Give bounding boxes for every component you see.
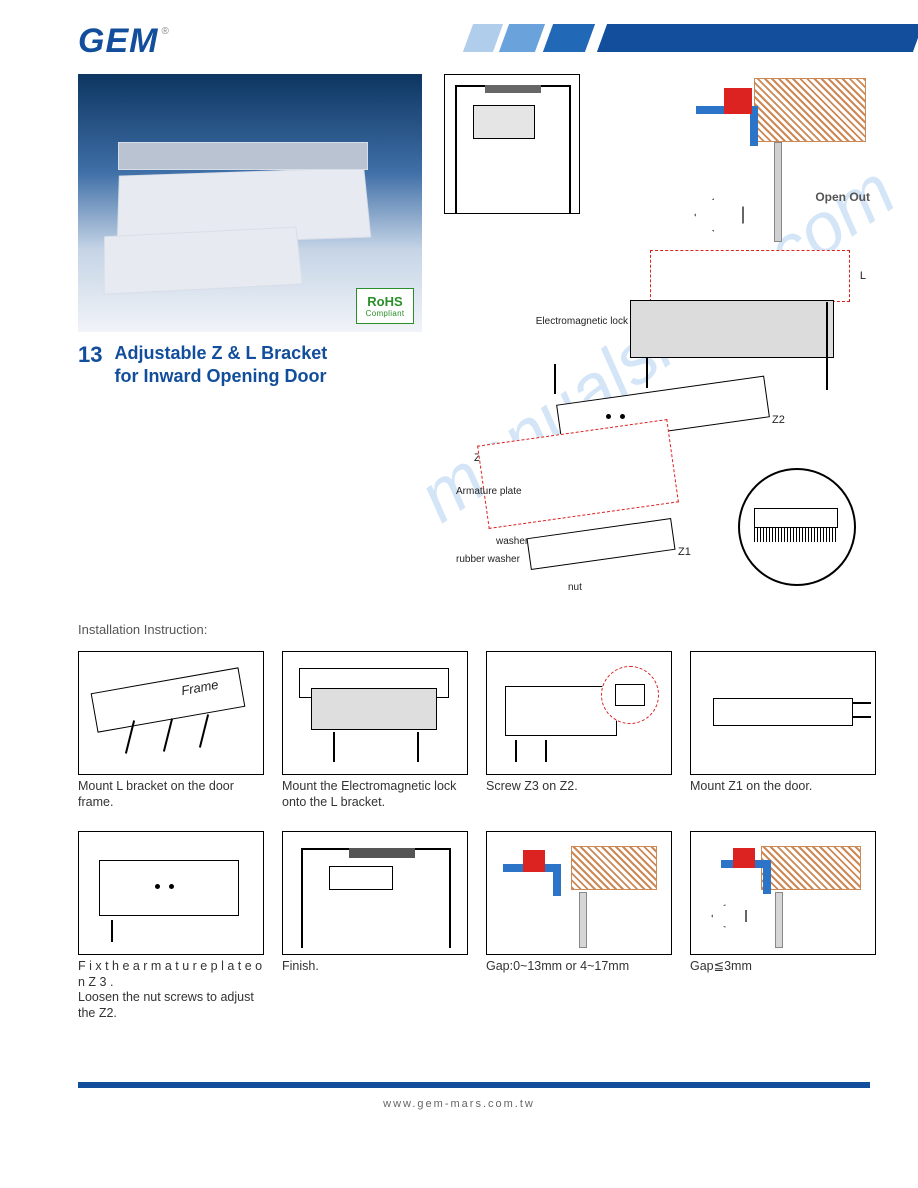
product-photo: RoHS Compliant xyxy=(78,74,422,332)
step-4-diagram xyxy=(690,651,876,775)
page-header: GEM ® xyxy=(0,0,918,68)
title-row: 13 Adjustable Z & L Bracket for Inward O… xyxy=(78,342,422,387)
z1-label: Z1 xyxy=(678,546,691,558)
exploded-diagram: L Electromagnetic lock Z2 Z3 Z1 Armature… xyxy=(450,250,870,610)
rohs-badge: RoHS Compliant xyxy=(356,288,414,324)
step-8-diagram xyxy=(690,831,876,955)
main-diagram-area: manualshive.com Open Out xyxy=(444,74,870,614)
step-6-diagram xyxy=(282,831,468,955)
l-label: L xyxy=(860,270,866,282)
logo: GEM ® xyxy=(78,22,169,61)
nut-label: nut xyxy=(568,582,582,593)
footer-url: www.gem-mars.com.tw xyxy=(0,1098,918,1134)
stripe-3 xyxy=(543,24,595,52)
registered-mark: ® xyxy=(161,26,168,37)
open-arrow-icon xyxy=(694,198,744,232)
stripe-4 xyxy=(597,24,918,52)
step-5-diagram xyxy=(78,831,264,955)
section-title: Adjustable Z & L Bracket for Inward Open… xyxy=(114,342,327,387)
cross-section-diagram: Open Out xyxy=(690,74,870,244)
step-row-1: Frame Mount L bracket on the door frame.… xyxy=(78,651,870,831)
step-5-text: F i x t h e a r m a t u r e p l a t e o … xyxy=(78,959,264,1022)
step-4-text: Mount Z1 on the door. xyxy=(690,779,876,813)
stripe-1 xyxy=(463,24,503,52)
step-3-diagram xyxy=(486,651,672,775)
armature-label: Armature plate xyxy=(456,486,522,497)
step-2-diagram xyxy=(282,651,468,775)
step-3-text: Screw Z3 on Z2. xyxy=(486,779,672,813)
rohs-label-bot: Compliant xyxy=(366,309,405,318)
header-stripes xyxy=(358,24,918,52)
stripe-2 xyxy=(499,24,545,52)
rohs-label-top: RoHS xyxy=(367,294,402,309)
footer-rule xyxy=(78,1082,870,1088)
section-number: 13 xyxy=(78,342,102,368)
open-out-label: Open Out xyxy=(815,190,870,204)
step-8-text: Gap≦3mm xyxy=(690,959,876,993)
z2-label: Z2 xyxy=(772,414,785,426)
step-row-2: F i x t h e a r m a t u r e p l a t e o … xyxy=(78,831,870,1040)
door-overview-diagram xyxy=(444,74,580,214)
step-7-diagram xyxy=(486,831,672,955)
lock-label: Electromagnetic lock xyxy=(536,316,628,327)
left-column: RoHS Compliant 13 Adjustable Z & L Brack… xyxy=(78,74,422,395)
step-1-text: Mount L bracket on the door frame. xyxy=(78,779,264,813)
top-row: RoHS Compliant 13 Adjustable Z & L Brack… xyxy=(78,74,870,614)
step-6-text: Finish. xyxy=(282,959,468,993)
logo-text: GEM xyxy=(78,22,158,61)
step-2-text: Mount the Electromagnetic lock onto the … xyxy=(282,779,468,813)
page-content: RoHS Compliant 13 Adjustable Z & L Brack… xyxy=(0,74,918,1060)
washer-label: washer xyxy=(496,536,528,547)
instruction-heading: Installation Instruction: xyxy=(78,622,870,637)
step-1-diagram: Frame xyxy=(78,651,264,775)
rubber-washer-label: rubber washer xyxy=(456,554,520,565)
step-7-text: Gap:0~13mm or 4~17mm xyxy=(486,959,672,993)
